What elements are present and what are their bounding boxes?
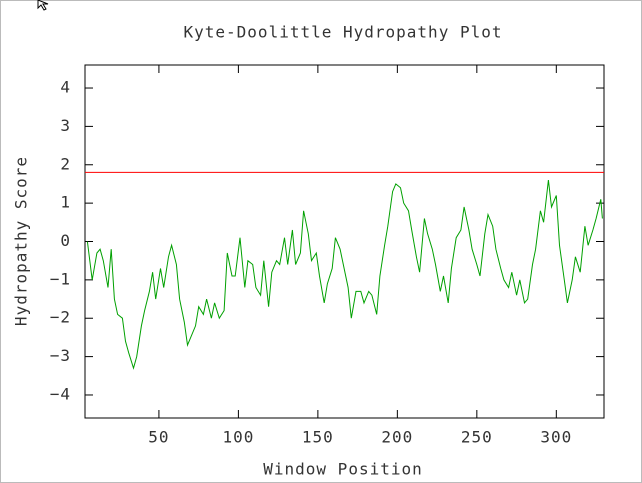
- y-tick-label: 4: [60, 78, 71, 97]
- y-tick-label: 1: [60, 193, 71, 212]
- cursor: [37, 0, 49, 11]
- x-axis-label: Window Position: [263, 460, 423, 479]
- y-axis-label: Hydropathy Score: [12, 156, 31, 326]
- x-tick-label: 300: [540, 428, 572, 447]
- y-tick-label: −2: [50, 308, 71, 327]
- x-tick-label: 100: [222, 428, 254, 447]
- x-tick-label: 200: [381, 428, 413, 447]
- y-tick-label: 0: [60, 231, 71, 250]
- chart-title: Kyte-Doolittle Hydropathy Plot: [184, 23, 503, 42]
- x-tick-label: 50: [148, 428, 169, 447]
- x-tick-label: 250: [461, 428, 493, 447]
- y-tick-label: −1: [50, 269, 71, 288]
- y-tick-label: −4: [50, 384, 71, 403]
- data-line: [86, 180, 603, 370]
- y-tick-label: 3: [60, 116, 71, 135]
- x-tick-label: 150: [302, 428, 334, 447]
- y-tick-label: 2: [60, 154, 71, 173]
- y-tick-label: −3: [50, 346, 71, 365]
